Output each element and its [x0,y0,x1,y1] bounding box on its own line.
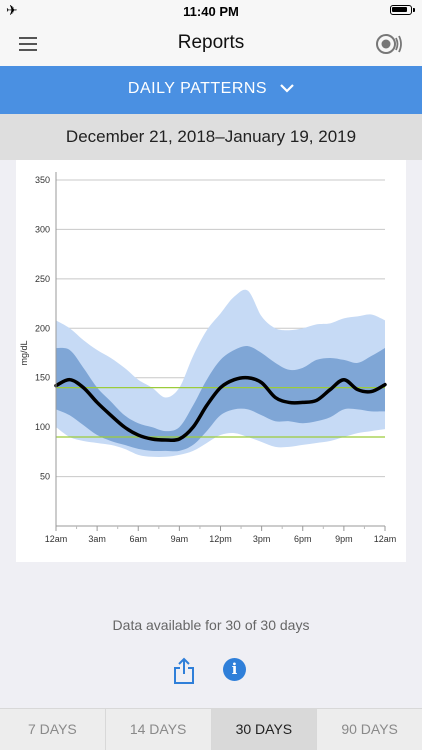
status-bar: ✈ 11:40 PM [0,0,422,22]
y-tick-label: 100 [35,422,50,432]
series-p25-p75-band [56,346,385,452]
date-range-bar: December 21, 2018–January 19, 2019 [0,114,422,160]
y-axis-label: mg/dL [19,340,29,365]
x-tick-label: 3am [88,534,106,544]
report-type-label: DAILY PATTERNS [127,80,268,97]
nav-bar: Reports [0,22,422,66]
y-tick-label: 350 [35,175,50,185]
chevron-down-icon [280,84,294,93]
date-range: December 21, 2018–January 19, 2019 [65,127,357,146]
sensor-scan-icon[interactable] [375,33,403,55]
x-tick-label: 6pm [294,534,312,544]
data-availability-text: Data available for 30 of 30 days [112,617,310,633]
status-time: 11:40 PM [183,4,239,19]
series-median-line [54,375,387,443]
y-tick-label: 300 [35,224,50,234]
report-type-selector[interactable]: DAILY PATTERNS [0,66,422,114]
hamburger-menu-icon[interactable] [19,37,37,51]
x-tick-label: 6am [129,534,147,544]
period-tabs: 7 DAYS 14 DAYS 30 DAYS 90 DAYS [0,708,422,750]
tab-90-days[interactable]: 90 DAYS [341,721,398,737]
x-tick-label: 12am [374,534,397,544]
y-tick-label: 250 [35,274,50,284]
y-tick-label: 50 [40,472,50,482]
tab-30-days[interactable]: 30 DAYS [211,709,318,750]
tab-7-days[interactable]: 7 DAYS [0,709,106,750]
x-tick-label: 12pm [209,534,232,544]
share-icon[interactable] [173,657,195,685]
x-tick-label: 9am [171,534,189,544]
y-tick-label: 150 [35,373,50,383]
x-tick-label: 9pm [335,534,353,544]
daily-patterns-chart: 50 100 150 200 250 300 350 12am 3am 6am 9am 12pm 3pm… [16,160,406,562]
chart-canvas: 50 100 150 200 250 300 350 12am 3am 6am 9am 12pm 3pm… [19,172,397,544]
tab-14-days[interactable]: 14 DAYS [106,709,212,750]
page-title: Reports [177,32,245,53]
battery-icon [390,5,415,15]
airplane-mode-icon: ✈ [6,2,18,18]
info-icon[interactable]: i [223,658,246,681]
x-tick-label: 12am [45,534,68,544]
x-tick-label: 3pm [253,534,271,544]
y-tick-label: 200 [35,323,50,333]
